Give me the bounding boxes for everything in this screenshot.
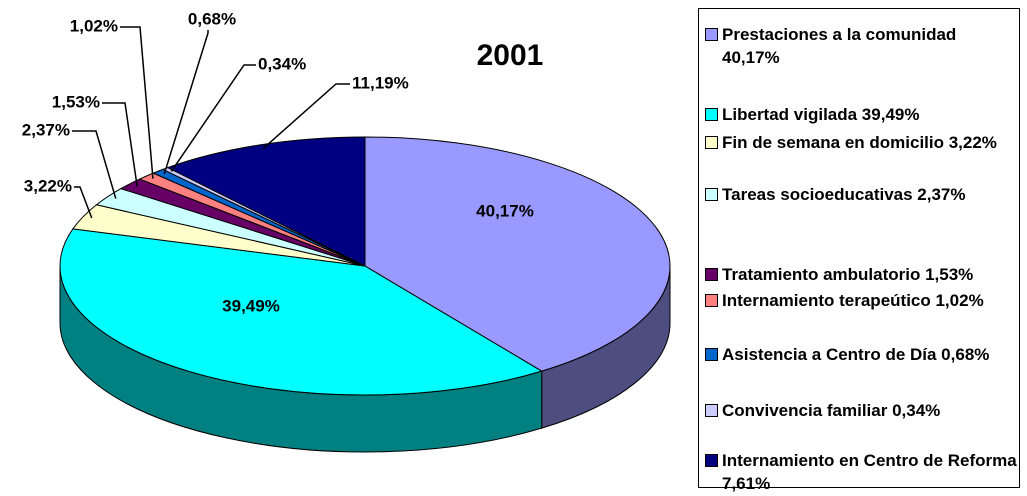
legend-label: Tareas socioeducativas 2,37% (722, 185, 966, 204)
leader-line (163, 30, 209, 175)
data-label: 0,34% (258, 54, 306, 73)
legend-swatch (705, 188, 718, 201)
legend-swatch (705, 454, 718, 467)
legend-swatch (705, 404, 718, 417)
legend-label: Asistencia a Centro de Día 0,68% (722, 345, 990, 364)
data-label: 3,22% (24, 176, 72, 195)
data-label: 40,17% (476, 201, 534, 220)
legend-label: Internamiento terapeútico 1,02% (722, 291, 984, 310)
leader-line (102, 102, 138, 187)
legend-entry: Prestaciones a la comunidad 40,17% (705, 23, 1017, 69)
leader-line (74, 186, 93, 219)
legend-swatch (705, 136, 718, 149)
legend-entry: Fin de semana en domicilio 3,22% (705, 131, 1017, 154)
leader-line (72, 130, 117, 199)
legend-swatch (705, 348, 718, 361)
legend-entry: Internamiento terapeútico 1,02% (705, 289, 1017, 312)
legend-label: Fin de semana en domicilio 3,22% (722, 133, 997, 152)
data-label: 0,68% (188, 9, 236, 28)
data-label: 11,19% (352, 73, 409, 92)
legend-swatch (705, 268, 718, 281)
leader-line (170, 64, 256, 172)
legend-label: Internamiento en Centro de Reforma 7,61% (722, 451, 1017, 493)
data-label: 1,53% (52, 92, 100, 111)
pie-slice (364, 136, 671, 372)
pie-slice (59, 228, 543, 396)
data-label: 2,37% (22, 120, 70, 139)
pie-slice (166, 136, 366, 267)
legend-entry: Tratamiento ambulatorio 1,53% (705, 263, 1017, 286)
legend-entry: Internamiento en Centro de Reforma 7,61% (705, 449, 1017, 495)
legend-swatch (705, 28, 718, 41)
legend: Prestaciones a la comunidad 40,17% Libert… (698, 8, 1020, 493)
legend-entry: Libertad vigilada 39,49% (705, 103, 1017, 126)
leader-line (120, 26, 154, 179)
chart-title: 2001 (477, 39, 544, 72)
legend-label: Convivencia familiar 0,34% (722, 401, 941, 420)
chart: 2001 40,17% 39,49% 3,22% 2,37% 1,53% 1,02% 0,6… (22, 9, 671, 453)
legend-swatch (705, 294, 718, 307)
legend-entry: Asistencia a Centro de Día 0,68% (705, 343, 1017, 366)
legend-swatch (705, 108, 718, 121)
legend-label: Tratamiento ambulatorio 1,53% (722, 265, 974, 284)
legend-label: Libertad vigilada 39,49% (722, 105, 920, 124)
data-label: 1,02% (70, 16, 118, 35)
legend-entry: Convivencia familiar 0,34% (705, 399, 1017, 422)
leader-line (262, 83, 350, 150)
data-label: 39,49% (222, 296, 280, 315)
legend-entry: Tareas socioeducativas 2,37% (705, 183, 1017, 206)
legend-label: Prestaciones a la comunidad 40,17% (722, 25, 957, 67)
